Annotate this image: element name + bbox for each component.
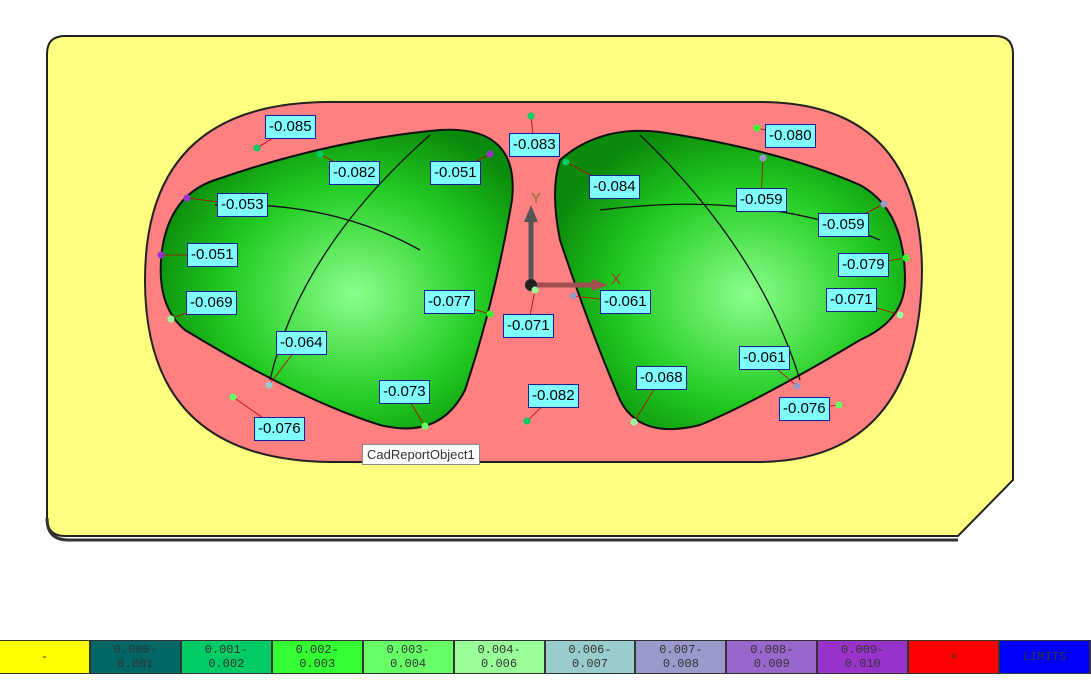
legend-cell: 0.008- 0.009: [727, 641, 819, 673]
cad-model: Y X: [45, 35, 1014, 542]
x-axis-label: X: [611, 271, 621, 288]
legend-cell: 0.000- 0.001: [90, 641, 182, 673]
deviation-label[interactable]: -0.085: [265, 115, 316, 139]
legend-cell: 0.001- 0.002: [181, 641, 273, 673]
measurement-point: [157, 251, 165, 259]
deviation-label[interactable]: -0.082: [329, 161, 380, 185]
measurement-point: [569, 292, 577, 300]
legend-cell: 0.007- 0.008: [636, 641, 728, 673]
measurement-point: [759, 154, 767, 162]
measurement-point: [486, 310, 494, 318]
legend-cell: LIMITS: [1000, 641, 1091, 673]
deviation-label[interactable]: -0.068: [636, 366, 687, 390]
measurement-point: [523, 417, 531, 425]
deviation-label[interactable]: -0.082: [528, 384, 579, 408]
deviation-label[interactable]: -0.059: [736, 188, 787, 212]
legend-cell: 0.009- 0.010: [818, 641, 910, 673]
measurement-point: [527, 112, 535, 120]
measurement-point: [167, 315, 175, 323]
tooltip: CadReportObject1: [362, 444, 480, 465]
deviation-label[interactable]: -0.053: [217, 193, 268, 217]
deviation-label[interactable]: -0.051: [430, 161, 481, 185]
color-legend: -0.000- 0.001 0.001- 0.002 0.002- 0.003 0.0…: [0, 640, 1091, 674]
cad-viewport[interactable]: Y X -0.085 -0.082 -0.051 -0.083 -0.084 -0.080…: [0, 0, 1091, 620]
deviation-label[interactable]: -0.059: [818, 213, 869, 237]
measurement-point: [486, 150, 494, 158]
measurement-point: [562, 158, 570, 166]
measurement-point: [630, 418, 638, 426]
deviation-label[interactable]: -0.073: [379, 380, 430, 404]
deviation-label[interactable]: -0.061: [600, 290, 651, 314]
legend-cell: +: [909, 641, 1001, 673]
measurement-point: [793, 382, 801, 390]
legend-cell: -: [0, 641, 91, 673]
deviation-label[interactable]: -0.079: [838, 253, 889, 277]
measurement-point: [421, 422, 429, 430]
legend-cell: 0.002- 0.003: [272, 641, 364, 673]
y-axis-label: Y: [531, 190, 541, 207]
measurement-point: [265, 381, 273, 389]
deviation-label[interactable]: -0.061: [739, 346, 790, 370]
deviation-label[interactable]: -0.064: [276, 331, 327, 355]
deviation-label[interactable]: -0.051: [187, 243, 238, 267]
measurement-point: [183, 194, 191, 202]
measurement-point: [531, 286, 539, 294]
deviation-label[interactable]: -0.069: [186, 291, 237, 315]
deviation-label[interactable]: -0.076: [254, 417, 305, 441]
deviation-label[interactable]: -0.076: [779, 397, 830, 421]
legend-cell: 0.004- 0.006: [454, 641, 546, 673]
measurement-point: [753, 124, 761, 132]
measurement-point: [253, 144, 261, 152]
deviation-label[interactable]: -0.084: [589, 175, 640, 199]
legend-cell: 0.003- 0.004: [363, 641, 455, 673]
measurement-point: [835, 401, 843, 409]
measurement-point: [880, 200, 888, 208]
measurement-point: [316, 150, 324, 158]
measurement-point: [902, 254, 910, 262]
deviation-label[interactable]: -0.071: [826, 288, 877, 312]
legend-cell: 0.006- 0.007: [545, 641, 637, 673]
measurement-point: [229, 393, 237, 401]
deviation-label[interactable]: -0.083: [509, 133, 560, 157]
measurement-point: [896, 311, 904, 319]
deviation-label[interactable]: -0.080: [765, 124, 816, 148]
deviation-label[interactable]: -0.071: [503, 314, 554, 338]
deviation-label[interactable]: -0.077: [424, 290, 475, 314]
